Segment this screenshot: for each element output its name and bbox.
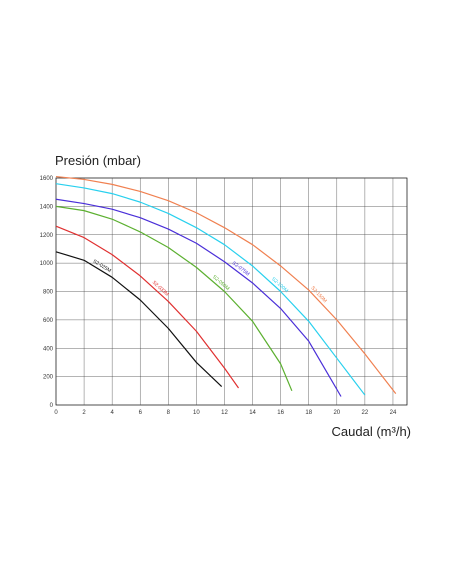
x-tick-label: 2 (82, 410, 86, 416)
x-tick-label: 18 (305, 410, 312, 416)
x-tick-label: 16 (277, 410, 284, 416)
y-tick-label: 600 (43, 318, 54, 324)
y-tick-label: 400 (43, 346, 54, 352)
x-tick-label: 14 (249, 410, 256, 416)
x-tick-label: 6 (139, 410, 143, 416)
series-line-s2-100m (55, 183, 366, 396)
series-lines (55, 175, 397, 397)
y-tick-labels: 0 200 400 600 800 1000 1200 1400 1600 (40, 176, 54, 409)
x-tick-labels: 0 2 4 6 8 10 12 14 16 18 20 22 24 (54, 410, 397, 416)
x-tick-label: 10 (193, 410, 200, 416)
y-tick-label: 1200 (40, 233, 54, 239)
x-tick-label: 12 (221, 410, 228, 416)
y-tick-label: 200 (43, 375, 54, 381)
x-tick-label: 24 (390, 410, 397, 416)
y-tick-label: 1400 (40, 204, 54, 210)
x-tick-label: 22 (362, 410, 369, 416)
x-tick-label: 0 (54, 410, 58, 416)
y-tick-label: 0 (50, 403, 54, 409)
series-line-s2-050m (55, 205, 293, 392)
series-line-s2-033m (55, 225, 240, 389)
x-tick-label: 4 (110, 410, 114, 416)
y-tick-label: 800 (43, 290, 54, 296)
y-tick-label: 1000 (40, 261, 54, 267)
y-tick-label: 1600 (40, 176, 54, 182)
x-axis-title: Caudal (m³/h) (332, 424, 411, 439)
y-axis-title: Presión (mbar) (55, 153, 141, 168)
series-line-s2-075m (55, 198, 342, 397)
series-line-s2-150m (55, 175, 397, 395)
series-line-s2-025m (55, 251, 223, 387)
x-tick-label: 20 (333, 410, 340, 416)
x-tick-label: 8 (167, 410, 171, 416)
